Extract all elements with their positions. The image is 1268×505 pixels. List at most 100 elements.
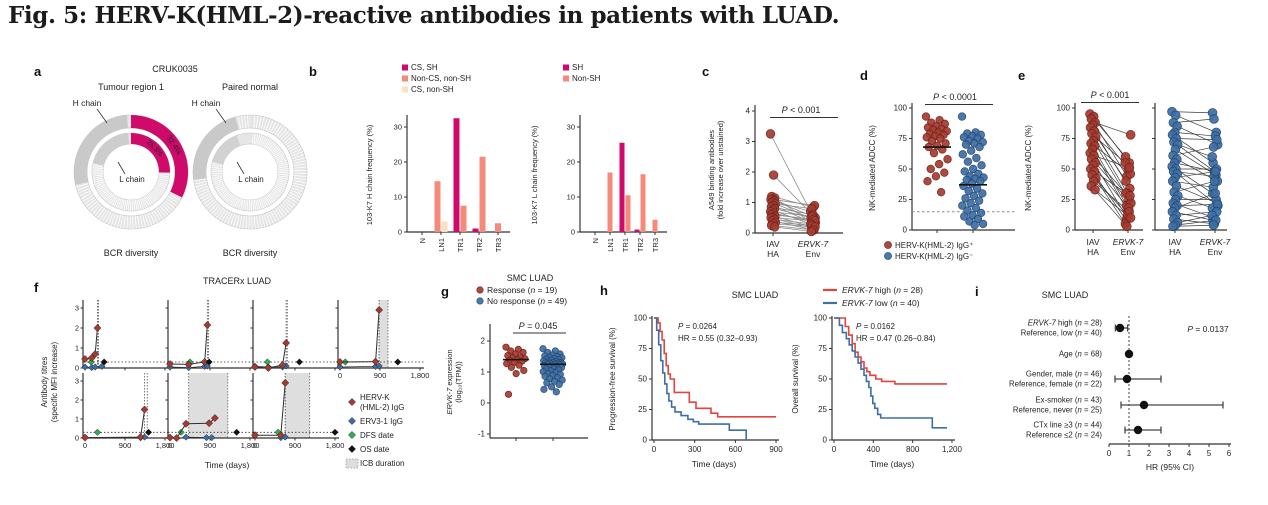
svg-text:Env: Env	[806, 249, 821, 259]
svg-text:0: 0	[83, 441, 87, 450]
panel-i-forest-plot: SMC LUAD P = 0.0137 0 1 2 3 4 5 6 HR (95% CI) ERVK…	[1009, 290, 1232, 472]
svg-text:2: 2	[481, 337, 486, 346]
svg-text:N: N	[591, 238, 600, 243]
svg-text:P = 0.045: P = 0.045	[519, 321, 558, 331]
svg-text:0: 0	[168, 441, 172, 450]
svg-text:(fold increase over unstained): (fold increase over unstained)	[716, 120, 725, 219]
svg-text:IAV: IAV	[766, 239, 779, 249]
svg-text:6: 6	[1227, 449, 1232, 458]
svg-text:50: 50	[638, 375, 647, 384]
svg-text:ERVK-7 high (n = 28): ERVK-7 high (n = 28)	[1028, 319, 1103, 328]
svg-text:ERV3-1 IgG: ERV3-1 IgG	[360, 417, 403, 426]
svg-text:L chain: L chain	[119, 175, 145, 184]
svg-text:ERVK-7 high (n = 28): ERVK-7 high (n = 28)	[842, 285, 923, 295]
svg-text:1,800: 1,800	[241, 441, 260, 450]
panel-label-c: c	[702, 64, 710, 79]
svg-text:3: 3	[75, 377, 79, 386]
svg-text:800: 800	[906, 445, 920, 454]
svg-text:10: 10	[567, 193, 575, 202]
svg-text:SMC LUAD: SMC LUAD	[732, 290, 779, 300]
svg-text:2: 2	[75, 324, 79, 333]
svg-text:20: 20	[567, 158, 575, 167]
svg-text:900: 900	[374, 371, 387, 380]
svg-text:Age (n = 68): Age (n = 68)	[1059, 350, 1103, 359]
panel-label-a: a	[34, 64, 42, 79]
svg-text:4: 4	[746, 107, 751, 116]
svg-text:2: 2	[1147, 449, 1152, 458]
svg-text:HR = 0.47 (0.26–0.84): HR = 0.47 (0.26–0.84)	[856, 334, 936, 343]
svg-text:IAV: IAV	[1086, 237, 1099, 247]
panel-e-paired-scatter: NK-mediated ADCC (%) 0 25 50 75 100 P < 0.001 I…	[1024, 90, 1231, 257]
svg-text:600: 600	[729, 445, 743, 454]
figure-title: Fig. 5: HERV-K(HML-2)-reactive antibodie…	[8, 2, 840, 29]
svg-text:Env: Env	[1121, 247, 1136, 257]
svg-text:1,800: 1,800	[411, 371, 430, 380]
svg-text:ERVK-7: ERVK-7	[1200, 237, 1231, 247]
svg-text:P < 0.001: P < 0.001	[782, 105, 821, 115]
panel-label-d: d	[860, 68, 868, 83]
svg-text:CS, SH: CS, SH	[411, 63, 438, 72]
svg-text:TR3: TR3	[494, 238, 503, 252]
svg-text:75: 75	[638, 344, 647, 353]
svg-text:TR1: TR1	[621, 238, 630, 252]
panel-g-jitter-plot: SMC LUAD Response (n = 19)No response (n …	[445, 273, 588, 441]
svg-text:(HML-2) IgG: (HML-2) IgG	[360, 403, 404, 412]
svg-text:0: 0	[652, 445, 657, 454]
svg-text:103-K7 L chain frequency (%): 103-K7 L chain frequency (%)	[530, 125, 539, 224]
svg-text:Non-CS, non-SH: Non-CS, non-SH	[411, 74, 471, 83]
svg-text:1: 1	[481, 368, 486, 377]
svg-text:ERVK-7 expression: ERVK-7 expression	[445, 349, 454, 414]
svg-text:Time (days): Time (days)	[205, 460, 250, 470]
svg-text:TR2: TR2	[475, 238, 484, 252]
panel-label-f: f	[34, 280, 39, 295]
svg-text:400: 400	[867, 445, 881, 454]
svg-text:SMC LUAD: SMC LUAD	[507, 273, 554, 283]
panel-label-g: g	[441, 284, 449, 299]
svg-text:0: 0	[481, 399, 486, 408]
svg-text:75: 75	[1061, 134, 1070, 143]
svg-text:100: 100	[894, 104, 908, 113]
svg-text:5: 5	[1207, 449, 1212, 458]
svg-text:0: 0	[75, 434, 79, 443]
svg-text:CS, non-SH: CS, non-SH	[411, 85, 454, 94]
svg-text:900: 900	[289, 441, 302, 450]
svg-text:3: 3	[746, 137, 751, 146]
svg-text:0: 0	[832, 445, 837, 454]
svg-text:100: 100	[1057, 104, 1071, 113]
svg-text:CTx line ≥3 (n = 44): CTx line ≥3 (n = 44)	[1033, 421, 1102, 430]
svg-text:Time (days): Time (days)	[692, 459, 737, 469]
svg-text:75: 75	[818, 344, 827, 353]
svg-text:900: 900	[204, 441, 217, 450]
svg-text:0: 0	[903, 226, 908, 235]
svg-text:50: 50	[898, 165, 907, 174]
svg-text:NK-mediated ADCC (%): NK-mediated ADCC (%)	[868, 125, 877, 211]
svg-text:900: 900	[119, 441, 132, 450]
svg-text:TRACERx LUAD: TRACERx LUAD	[203, 276, 272, 286]
svg-text:50: 50	[1061, 165, 1070, 174]
svg-text:P = 0.0264: P = 0.0264	[678, 322, 717, 331]
svg-text:TR3: TR3	[651, 238, 660, 252]
svg-text:TR2: TR2	[636, 238, 645, 252]
svg-text:LN1: LN1	[437, 238, 446, 252]
svg-text:0: 0	[75, 364, 79, 373]
svg-text:300: 300	[688, 445, 702, 454]
svg-text:HA: HA	[1087, 247, 1099, 257]
svg-text:Reference, female (n = 22): Reference, female (n = 22)	[1009, 380, 1102, 389]
svg-text:2: 2	[75, 396, 79, 405]
svg-text:103-K7 H chain frequency (%): 103-K7 H chain frequency (%)	[365, 124, 374, 225]
svg-text:4: 4	[1187, 449, 1192, 458]
panel-label-h: h	[600, 283, 608, 298]
svg-text:ERVK-7 low (n = 40): ERVK-7 low (n = 40)	[842, 298, 920, 308]
svg-text:BCR diversity: BCR diversity	[223, 248, 278, 258]
svg-text:NK-mediated ADCC (%): NK-mediated ADCC (%)	[1024, 125, 1033, 211]
svg-text:Overall survival (%): Overall survival (%)	[791, 344, 800, 414]
svg-text:10: 10	[394, 193, 402, 202]
svg-text:0: 0	[338, 371, 342, 380]
svg-text:25: 25	[818, 405, 827, 414]
svg-text:0: 0	[823, 436, 828, 445]
svg-text:30: 30	[394, 123, 402, 132]
panel-label-e: e	[1018, 68, 1026, 83]
svg-text:TR1: TR1	[456, 238, 465, 252]
svg-text:30: 30	[567, 123, 575, 132]
svg-text:1: 1	[746, 198, 751, 207]
